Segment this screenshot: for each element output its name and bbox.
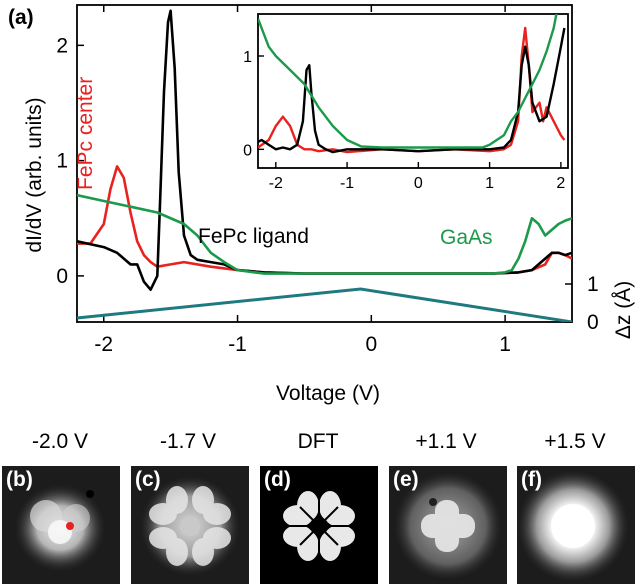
x-tick-label: 1 (499, 333, 511, 356)
panel-header-c: -1.7 V (159, 430, 217, 453)
inset-series-gaas (258, 14, 558, 149)
annotation-fepc-center: FePc center (74, 77, 97, 190)
series-gaas (77, 193, 572, 275)
panel-letter-d: (d) (264, 468, 291, 491)
panel-header-e: +1.1 V (415, 430, 477, 453)
stm-image-e: (e) (389, 466, 507, 584)
inset-axes: -2 -1 0 1 2 0 1 (243, 13, 569, 192)
inset-x-tick-label: -2 (269, 175, 283, 192)
main-xlabel: Voltage (V) (276, 382, 380, 405)
panel-letter-b: (b) (6, 468, 33, 491)
inset-x-tick-label: 2 (556, 175, 565, 192)
annotation-fepc-ligand: FePc ligand (198, 225, 309, 248)
x-tick-label: -1 (228, 333, 247, 356)
stm-image-f: (f) (517, 466, 635, 584)
y-tick-label: 2 (56, 34, 68, 57)
series-fepc-center (77, 165, 572, 275)
inset-y-tick-label: 0 (243, 142, 252, 159)
inset-x-tick-label: 1 (485, 175, 494, 192)
y-tick-label: 0 (56, 265, 68, 288)
main-axes: -2 -1 0 1 0 1 2 0 1 (56, 4, 599, 356)
dft-image-d: (d) (260, 466, 378, 584)
stm-image-b: (b) (2, 466, 120, 584)
inset-x-tick-label: -1 (340, 175, 354, 192)
annotation-gaas: GaAs (440, 226, 493, 249)
panel-letter-c: (c) (135, 468, 161, 491)
main-ylabel: dI/dV (arb. units) (23, 97, 46, 252)
series-delta-z (77, 287, 572, 322)
panel-letter-e: (e) (393, 468, 419, 491)
marker-center-dot (66, 522, 74, 530)
panel-header-f: +1.5 V (544, 430, 606, 453)
right-ylabel: Δz (Å) (612, 281, 635, 339)
panel-header-b: -2.0 V (31, 430, 89, 453)
inset-y-tick-label: 1 (243, 49, 252, 66)
series-fepc-ligand (77, 9, 572, 292)
panel-a-label: (a) (8, 6, 34, 29)
main-plot-frame (76, 4, 573, 323)
panel-letter-f: (f) (521, 468, 542, 491)
right-y-tick-label: 1 (587, 273, 599, 296)
inset-x-tick-label: 0 (414, 175, 423, 192)
x-tick-label: 0 (365, 333, 377, 356)
right-y-tick-label: 0 (587, 311, 599, 334)
y-tick-label: 1 (56, 150, 68, 173)
marker-ligand-dot (86, 490, 94, 498)
panel-header-d: DFT (297, 430, 339, 453)
inset-series-fepc-ligand (258, 27, 566, 154)
x-tick-label: -2 (94, 333, 113, 356)
stm-image-c: (c) (131, 466, 249, 584)
